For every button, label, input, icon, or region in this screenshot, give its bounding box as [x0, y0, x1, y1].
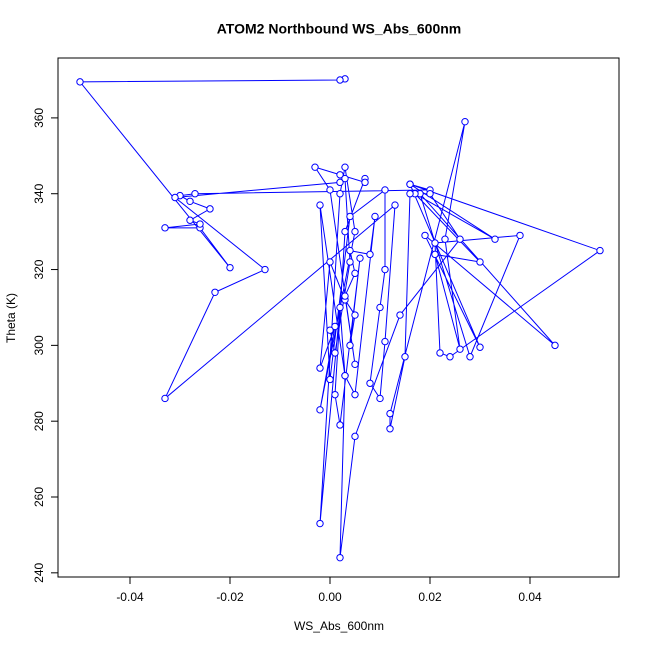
data-point: [316, 364, 324, 372]
data-point: [421, 231, 429, 240]
data-point: [196, 220, 204, 228]
data-point: [336, 421, 344, 429]
data-point: [316, 406, 324, 414]
data-point: [596, 246, 604, 255]
data-point: [341, 227, 349, 236]
data-point: [516, 231, 524, 240]
x-tick-label: 0.00: [318, 590, 342, 604]
data-point: [381, 265, 389, 274]
data-point: [331, 390, 339, 399]
data-point: [406, 190, 414, 198]
data-point: [396, 311, 404, 319]
data-point: [336, 190, 344, 198]
x-tick-label: -0.04: [116, 590, 144, 604]
x-tick-label: -0.02: [216, 590, 244, 604]
data-point: [336, 178, 344, 187]
x-tick-label: 0.04: [518, 590, 542, 604]
data-point: [341, 163, 349, 171]
data-point: [466, 353, 474, 361]
data-point: [491, 235, 499, 243]
data-point: [551, 341, 559, 350]
data-point: [316, 519, 324, 528]
data-point: [436, 349, 444, 357]
data-point: [191, 190, 199, 198]
data-point: [476, 258, 484, 266]
data-point: [381, 337, 389, 346]
data-point: [171, 193, 179, 202]
data-point: [356, 254, 364, 262]
y-tick-label: 360: [32, 108, 46, 128]
data-point: [351, 227, 359, 236]
data-point: [386, 409, 394, 418]
y-tick-label: 340: [32, 183, 46, 203]
data-point: [456, 235, 464, 243]
data-point: [211, 288, 219, 296]
data-point: [351, 269, 359, 278]
data-point: [186, 197, 194, 206]
data-point: [326, 375, 334, 384]
data-point: [366, 250, 374, 259]
data-point: [161, 224, 169, 232]
data-point: [331, 349, 339, 357]
data-point: [341, 292, 349, 300]
data-point: [391, 201, 399, 209]
data-point: [336, 303, 344, 312]
y-tick-label: 240: [32, 562, 46, 582]
data-point: [326, 186, 334, 194]
data-point: [76, 78, 84, 86]
data-point: [346, 212, 354, 221]
y-tick-label: 320: [32, 259, 46, 279]
data-point: [161, 394, 169, 403]
data-point: [386, 425, 394, 433]
data-point: [346, 258, 354, 266]
data-point: [381, 186, 389, 194]
data-point: [406, 180, 414, 188]
data-point: [341, 371, 349, 380]
data-point: [336, 553, 344, 562]
y-tick-label: 280: [32, 411, 46, 431]
y-tick-label: 260: [32, 487, 46, 507]
data-point: [366, 379, 374, 387]
data-point: [476, 343, 484, 351]
data-point: [186, 216, 194, 224]
data-point: [351, 390, 359, 399]
data-point: [361, 178, 369, 187]
data-point: [346, 246, 354, 255]
data-point: [431, 250, 439, 259]
data-point: [311, 163, 319, 171]
data-point: [351, 432, 359, 441]
x-axis-title: WS_Abs_600nm: [294, 619, 384, 633]
y-axis-title: Theta (K): [4, 293, 18, 343]
data-point: [331, 322, 339, 331]
data-point: [351, 360, 359, 369]
data-point: [371, 212, 379, 221]
data-point: [376, 303, 384, 312]
data-point: [401, 353, 409, 361]
data-point: [446, 353, 454, 361]
data-point: [441, 235, 449, 243]
data-point: [341, 174, 349, 183]
data-point: [316, 201, 324, 209]
data-point: [206, 205, 214, 213]
data-point: [326, 326, 334, 334]
data-point: [426, 190, 434, 198]
data-point: [336, 171, 344, 179]
data-point: [326, 258, 334, 266]
data-point: [226, 263, 234, 272]
data-point: [431, 239, 439, 247]
data-point: [261, 265, 269, 274]
data-point: [351, 311, 359, 319]
x-tick-label: 0.02: [418, 590, 442, 604]
data-point: [346, 341, 354, 350]
data-point: [376, 394, 384, 403]
y-tick-label: 300: [32, 335, 46, 355]
data-point: [456, 345, 464, 353]
data-point: [461, 117, 469, 126]
data-point: [336, 76, 344, 84]
chart-title: ATOM2 Northbound WS_Abs_600nm: [217, 21, 462, 37]
plot-box: [57, 57, 620, 578]
